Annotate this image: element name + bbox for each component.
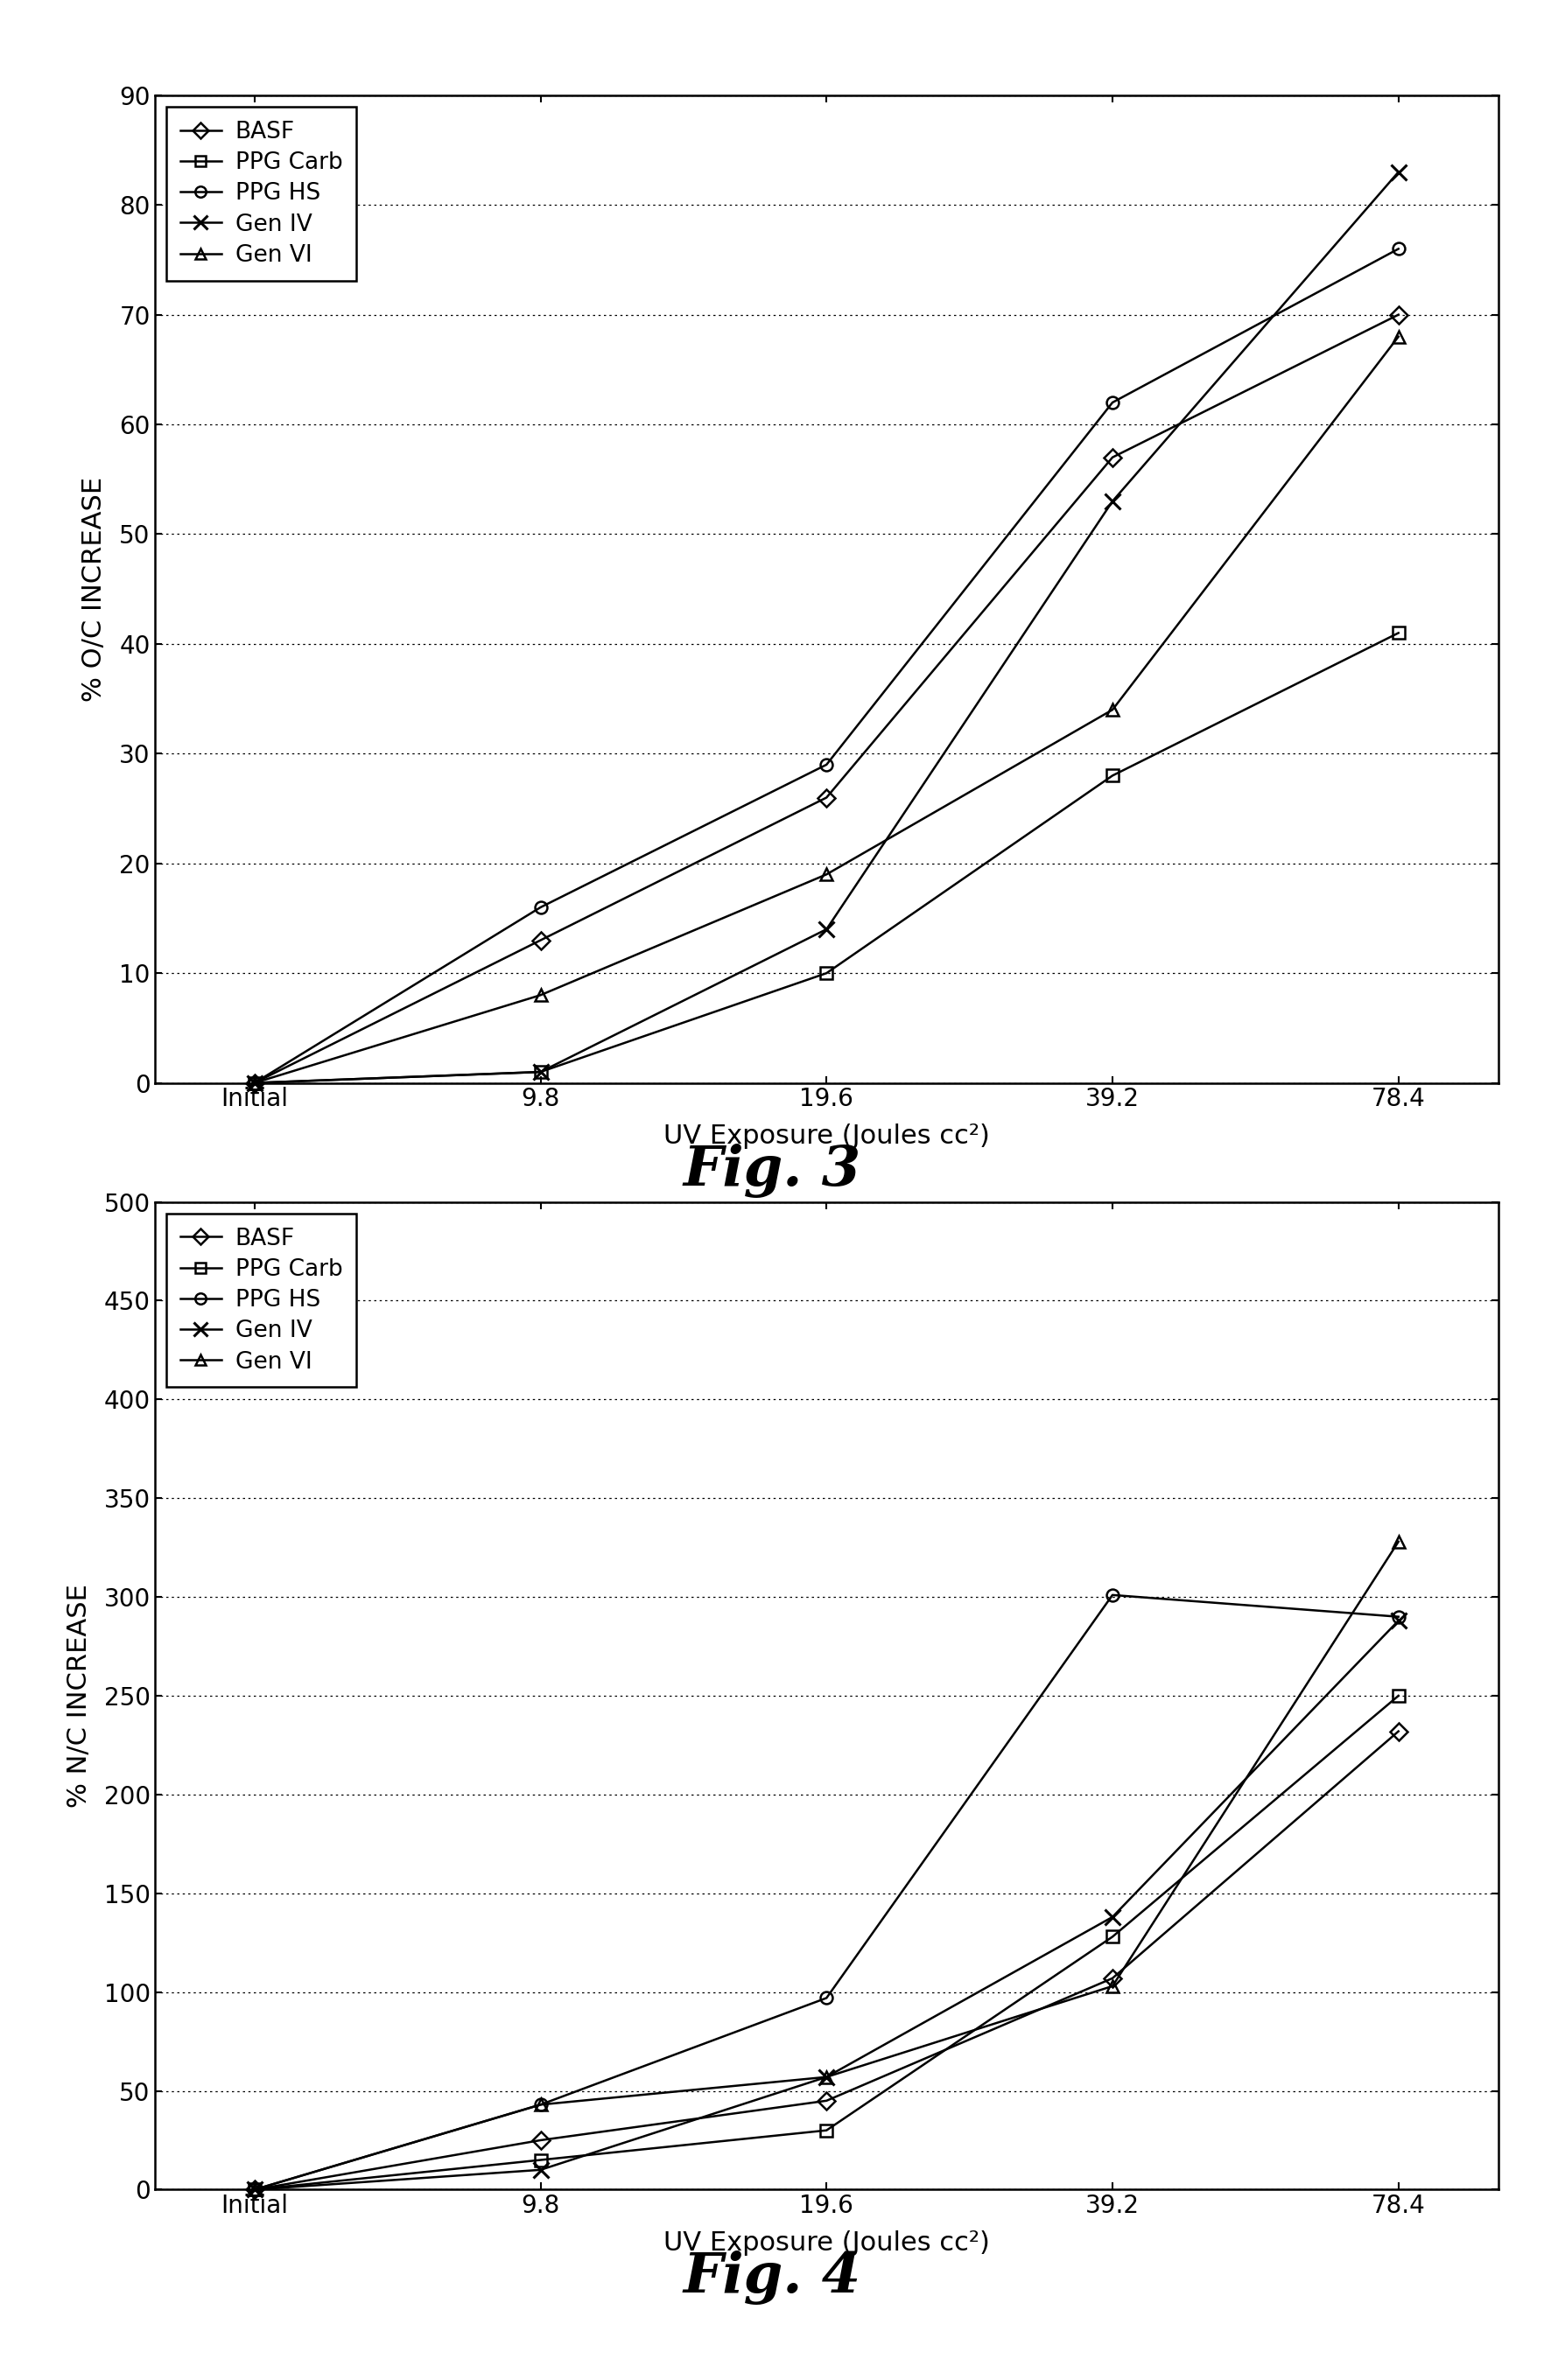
Text: Fig. 4: Fig. 4 (682, 2251, 862, 2304)
Y-axis label: % N/C INCREASE: % N/C INCREASE (66, 1583, 91, 1809)
X-axis label: UV Exposure (Joules cc²): UV Exposure (Joules cc²) (662, 1123, 990, 1150)
Text: Fig. 3: Fig. 3 (682, 1145, 862, 1197)
Legend: BASF, PPG Carb, PPG HS, Gen IV, Gen VI: BASF, PPG Carb, PPG HS, Gen IV, Gen VI (165, 1214, 357, 1388)
Y-axis label: % O/C INCREASE: % O/C INCREASE (82, 476, 107, 702)
Legend: BASF, PPG Carb, PPG HS, Gen IV, Gen VI: BASF, PPG Carb, PPG HS, Gen IV, Gen VI (165, 107, 357, 281)
X-axis label: UV Exposure (Joules cc²): UV Exposure (Joules cc²) (662, 2230, 990, 2256)
